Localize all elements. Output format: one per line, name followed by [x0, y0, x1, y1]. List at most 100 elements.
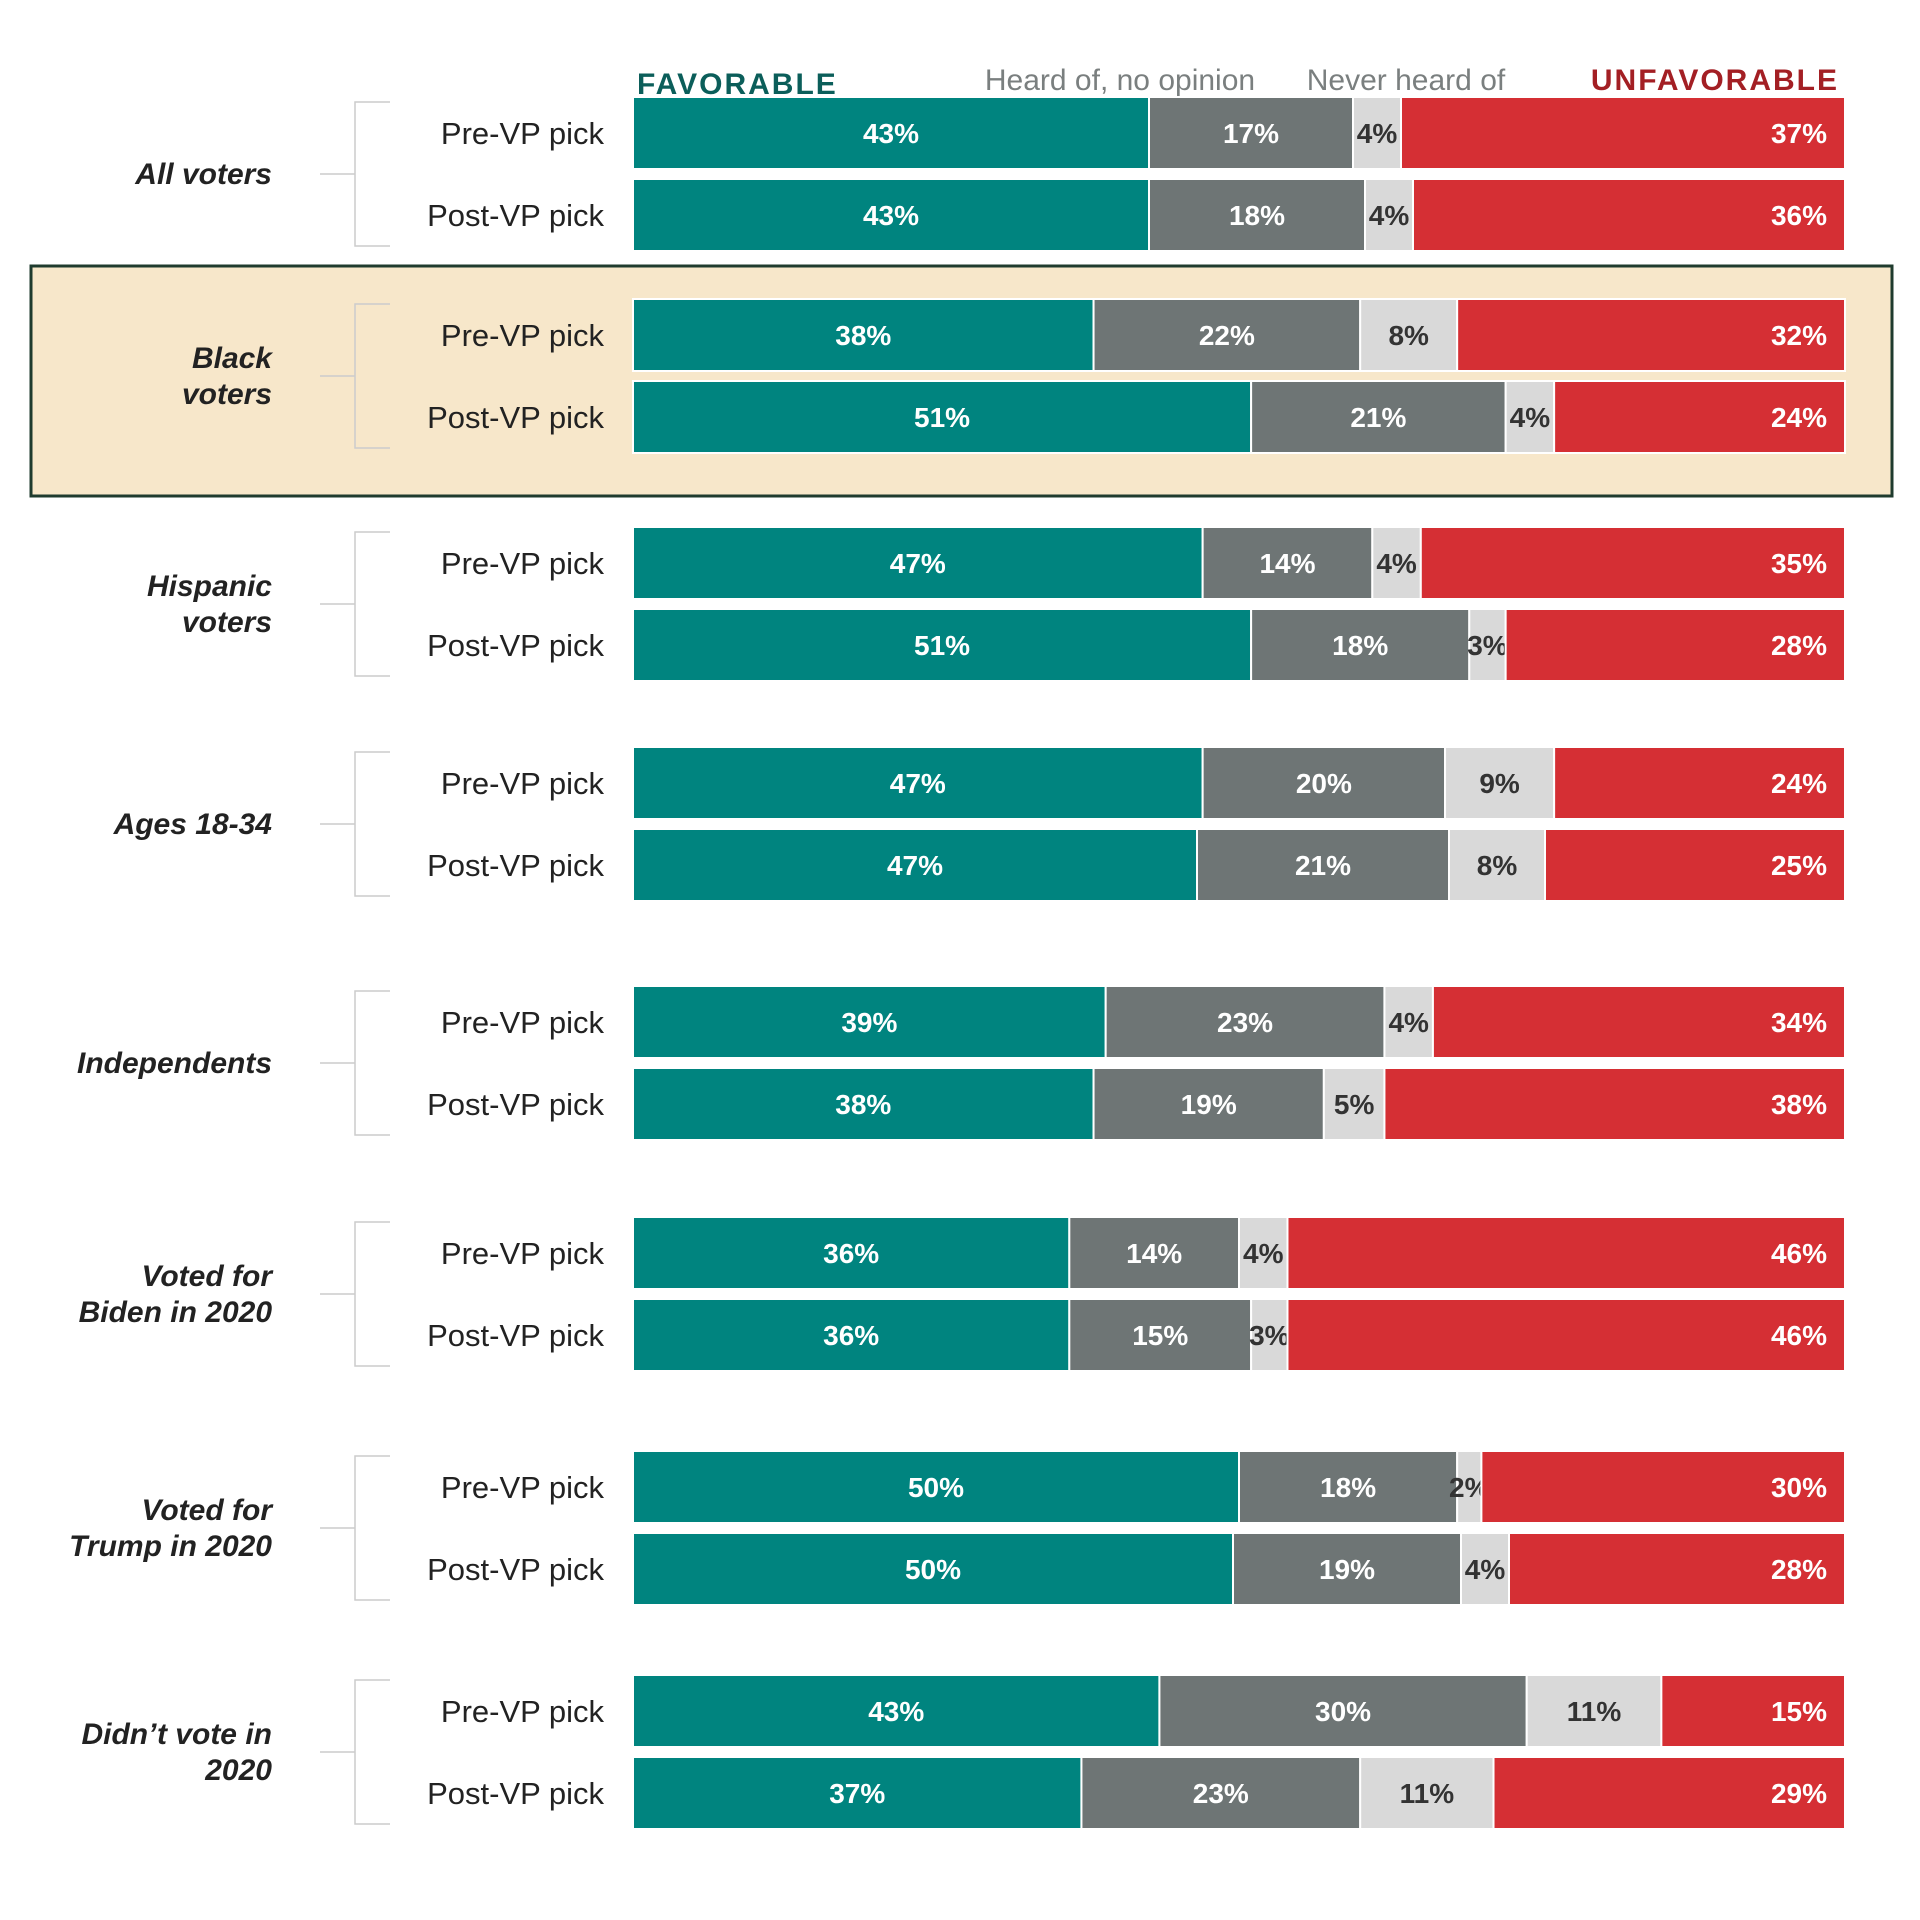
data-label-unfavorable: 38%: [1771, 1089, 1827, 1120]
group-label: Biden in 2020: [79, 1296, 273, 1329]
row-label: Post-VP pick: [427, 1552, 604, 1587]
bar-segment-unfavorable: [1553, 380, 1846, 454]
data-label-never-heard: 4%: [1388, 1007, 1429, 1038]
bar-row: Post-VP pick 38% 19% 5% 38%: [427, 1067, 1846, 1141]
data-label-favorable: 50%: [908, 1472, 964, 1503]
data-label-favorable: 47%: [887, 850, 943, 881]
bar-segment-favorable: [632, 1674, 1161, 1748]
bar-segment-unfavorable: [1660, 1674, 1847, 1748]
row-label: Pre-VP pick: [441, 1470, 605, 1505]
data-label-unfavorable: 30%: [1771, 1472, 1827, 1503]
data-label-never-heard: 4%: [1465, 1554, 1506, 1585]
row-label: Pre-VP pick: [441, 1694, 605, 1729]
data-label-never-heard: 4%: [1357, 118, 1398, 149]
bar-segment-unfavorable: [1286, 1298, 1846, 1372]
bar-segment-favorable: [632, 1450, 1240, 1524]
data-label-no-opinion: 18%: [1332, 630, 1388, 661]
bar-segment-unfavorable: [1431, 985, 1847, 1059]
bar-segment-never-heard: [1322, 1067, 1386, 1141]
bar-segment-no-opinion: [1068, 1298, 1253, 1372]
data-label-never-heard: 4%: [1243, 1238, 1284, 1269]
group-bracket: [354, 751, 390, 897]
bar-segment-favorable: [632, 1756, 1083, 1830]
data-label-no-opinion: 20%: [1296, 768, 1352, 799]
data-label-favorable: 47%: [890, 768, 946, 799]
bar-segment-no-opinion: [1250, 380, 1507, 454]
legend-favorable: FAVORABLE: [637, 68, 838, 101]
data-label-unfavorable: 32%: [1771, 320, 1827, 351]
data-label-no-opinion: 23%: [1193, 1778, 1249, 1809]
data-label-never-heard: 4%: [1376, 548, 1417, 579]
data-label-favorable: 51%: [914, 630, 970, 661]
group-bracket: [354, 1455, 390, 1601]
row-label: Pre-VP pick: [441, 1236, 605, 1271]
data-label-unfavorable: 35%: [1771, 548, 1827, 579]
data-label-never-heard: 3%: [1467, 630, 1508, 661]
data-label-unfavorable: 24%: [1771, 768, 1827, 799]
data-label-never-heard: 11%: [1400, 1778, 1455, 1809]
data-label-no-opinion: 17%: [1223, 118, 1279, 149]
group-label: Voted for: [141, 1494, 274, 1527]
row-label: Pre-VP pick: [441, 766, 605, 801]
data-label-favorable: 38%: [835, 320, 891, 351]
data-label-no-opinion: 19%: [1181, 1089, 1237, 1120]
bar-row: Post-VP pick 43% 18% 4% 36%: [427, 178, 1846, 252]
bar-segment-no-opinion: [1238, 1450, 1459, 1524]
row-label: Post-VP pick: [427, 198, 604, 233]
bar-segment-favorable: [632, 608, 1253, 682]
data-label-unfavorable: 29%: [1771, 1778, 1827, 1809]
bar-segment-never-heard: [1364, 178, 1414, 252]
group-label: voters: [182, 606, 272, 639]
bar-segment-unfavorable: [1480, 1450, 1847, 1524]
row-label: Pre-VP pick: [441, 546, 605, 581]
group-label: Voted for: [141, 1260, 274, 1293]
data-label-unfavorable: 46%: [1771, 1320, 1827, 1351]
bar-row: Post-VP pick 50% 19% 4% 28%: [427, 1532, 1846, 1606]
bar-segment-unfavorable: [1419, 526, 1847, 600]
group-label: Independents: [77, 1047, 272, 1080]
bar-row: Post-VP pick 36% 15% 3% 46%: [427, 1298, 1846, 1372]
data-label-never-heard: 3%: [1249, 1320, 1290, 1351]
bar-segment-favorable: [632, 178, 1150, 252]
data-label-never-heard: 8%: [1388, 320, 1429, 351]
group-label: Hispanic: [147, 570, 272, 603]
bar-row: Post-VP pick 51% 21% 4% 24%: [427, 380, 1846, 454]
group-bracket: [354, 1679, 390, 1825]
legend: FAVORABLE Heard of, no opinion Never hea…: [637, 64, 1837, 101]
bar-segment-no-opinion: [1092, 298, 1362, 372]
bar-segment-favorable: [632, 746, 1204, 820]
group-label: Ages 18-34: [113, 808, 273, 841]
row-label: Post-VP pick: [427, 628, 604, 663]
data-label-favorable: 43%: [868, 1696, 924, 1727]
data-label-no-opinion: 21%: [1350, 402, 1406, 433]
bar-row: Pre-VP pick 47% 20% 9% 24%: [441, 746, 1846, 820]
bar-row: Post-VP pick 51% 18% 3% 28%: [427, 608, 1846, 682]
bar-row: Pre-VP pick 50% 18% 2% 30%: [441, 1450, 1847, 1524]
bar-segment-no-opinion: [1158, 1674, 1528, 1748]
data-label-unfavorable: 34%: [1771, 1007, 1827, 1038]
bar-segment-unfavorable: [1400, 96, 1846, 170]
group-label: 2020: [204, 1754, 272, 1787]
bar-segment-no-opinion: [1250, 608, 1471, 682]
data-label-favorable: 36%: [823, 1238, 879, 1269]
bar-segment-never-heard: [1444, 746, 1556, 820]
group-label: Black: [192, 342, 273, 375]
data-label-no-opinion: 23%: [1217, 1007, 1273, 1038]
data-label-never-heard: 9%: [1479, 768, 1520, 799]
bar-segment-unfavorable: [1508, 1532, 1846, 1606]
data-label-never-heard: 8%: [1477, 850, 1518, 881]
data-label-favorable: 43%: [863, 200, 919, 231]
data-label-no-opinion: 21%: [1295, 850, 1351, 881]
group-4: Independents Pre-VP pick 39% 23% 4% 34% Post-V…: [77, 985, 1847, 1141]
data-label-never-heard: 4%: [1369, 200, 1410, 231]
bar-segment-no-opinion: [1148, 178, 1366, 252]
bar-row: Pre-VP pick 36% 14% 4% 46%: [441, 1216, 1846, 1290]
group-bracket: [354, 531, 390, 677]
bar-segment-favorable: [632, 985, 1107, 1059]
bar-segment-no-opinion: [1104, 985, 1386, 1059]
group-label: Trump in 2020: [69, 1530, 272, 1563]
